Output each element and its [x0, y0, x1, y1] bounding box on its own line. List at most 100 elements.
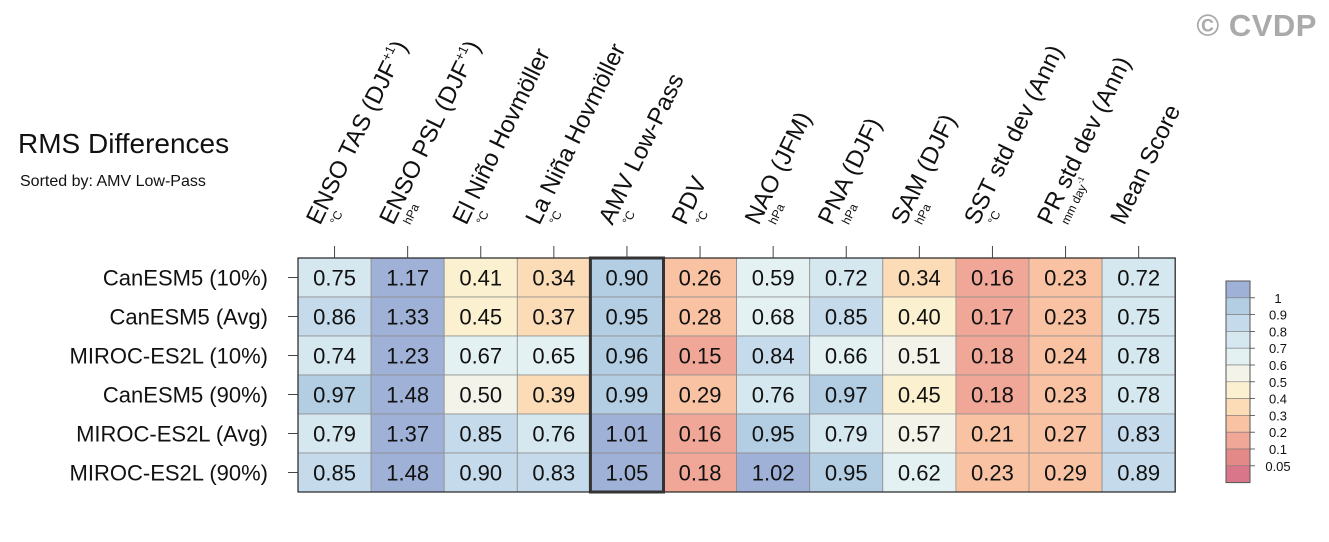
heatmap-cell [955, 335, 1030, 376]
cell-value-label: 0.95 [752, 422, 795, 447]
cell-value-label: 0.79 [313, 422, 356, 447]
column-unit-label: °C [327, 208, 346, 227]
colorbar-swatch [1225, 347, 1251, 366]
heatmap-cell [882, 335, 957, 376]
row-label: MIROC-ES2L (10%) [70, 344, 268, 369]
heatmap-cell [663, 452, 737, 493]
colorbar-tick-label: 1 [1274, 291, 1281, 306]
cell-value-label: 0.67 [459, 344, 502, 369]
colorbar-swatch [1225, 297, 1251, 315]
cell-value-label: 0.39 [532, 383, 575, 408]
cell-value-label: 1.23 [386, 344, 429, 369]
heatmap-cell [516, 452, 591, 493]
row-label: CanESM5 (10%) [103, 266, 268, 291]
colorbar-swatch [1225, 415, 1251, 433]
heatmap-cell [882, 452, 957, 493]
cell-value-label: 0.17 [971, 305, 1014, 330]
cell-value-label: 0.27 [1044, 422, 1087, 447]
chart-title: RMS Differences [18, 128, 230, 159]
cell-value-label: 0.95 [825, 461, 868, 486]
row-label: CanESM5 (90%) [103, 383, 268, 408]
colorbar-swatch [1225, 364, 1251, 383]
cell-value-label: 0.83 [1117, 422, 1160, 447]
cell-value-label: 0.89 [1117, 461, 1160, 486]
column-header-text: Mean Score [1105, 100, 1186, 228]
colorbar-tick-label: 0.8 [1269, 324, 1287, 339]
column-header-label: PDV°C [667, 172, 713, 228]
cell-value-label: 0.85 [459, 422, 502, 447]
cell-value-label: 0.16 [971, 266, 1014, 291]
cell-value-label: 0.78 [1117, 383, 1160, 408]
colorbar-swatch [1225, 465, 1251, 483]
heatmap-cell [1101, 335, 1176, 376]
cell-value-label: 0.21 [971, 422, 1014, 447]
colorbar-swatch [1225, 431, 1251, 450]
heatmap-cell [297, 413, 372, 454]
cell-value-label: 0.90 [606, 266, 649, 291]
cell-value-label: 0.83 [532, 461, 575, 486]
watermark-logo: © CVDP [1196, 8, 1317, 43]
heatmap-cell [443, 374, 518, 415]
colorbar-tick-label: 0.2 [1269, 425, 1287, 440]
cell-value-label: 0.97 [313, 383, 356, 408]
cell-value-label: 0.78 [1117, 344, 1160, 369]
colorbar-swatch [1225, 314, 1251, 332]
cell-value-label: 0.72 [1117, 266, 1160, 291]
colorbar-tick-label: 0.5 [1269, 375, 1287, 390]
colorbar-tick-label: 0.05 [1265, 459, 1290, 474]
heatmap-cell [663, 413, 737, 454]
heatmap-cell [663, 374, 737, 415]
cell-value-label: 0.86 [313, 305, 356, 330]
heatmap-cell [1028, 374, 1103, 415]
cell-value-label: 0.45 [898, 383, 941, 408]
colorbar-tick-label: 0.9 [1269, 308, 1287, 323]
heatmap-cell [370, 452, 445, 493]
heatmap-cell [663, 296, 737, 337]
heatmap-frame [297, 257, 1176, 493]
cell-value-label: 0.59 [752, 266, 795, 291]
cell-value-label: 0.23 [971, 461, 1014, 486]
cell-value-label: 0.15 [679, 344, 722, 369]
cell-value-label: 0.90 [459, 461, 502, 486]
cell-value-label: 0.76 [752, 383, 795, 408]
heatmap-cell [590, 413, 664, 454]
heatmap-cell [1028, 413, 1103, 454]
cell-value-label: 0.34 [898, 266, 941, 291]
cell-value-label: 0.66 [825, 344, 868, 369]
colorbar-swatch [1225, 280, 1251, 299]
column-unit-label: °C [693, 208, 712, 227]
heatmap-cell [297, 296, 372, 337]
cell-value-label: 1.33 [386, 305, 429, 330]
cell-value-label: 0.62 [898, 461, 941, 486]
cell-value-label: 0.95 [606, 305, 649, 330]
heatmap-cell [516, 413, 591, 454]
column-header-label: Mean Score [1105, 100, 1186, 228]
heatmap-cell [882, 296, 957, 337]
column-unit-label: °C [620, 208, 639, 227]
heatmap-cell [297, 335, 372, 376]
cell-value-label: 0.24 [1044, 344, 1087, 369]
heatmap-cell [736, 296, 811, 337]
colorbar-tick-label: 0.7 [1269, 341, 1287, 356]
cell-value-label: 0.72 [825, 266, 868, 291]
cell-value-label: 0.50 [459, 383, 502, 408]
cell-value-label: 0.85 [313, 461, 356, 486]
cell-value-label: 0.28 [679, 305, 722, 330]
cell-value-label: 0.34 [532, 266, 575, 291]
heatmap-cell [590, 296, 664, 337]
cell-value-label: 0.16 [679, 422, 722, 447]
cell-value-label: 0.18 [679, 461, 722, 486]
cell-value-label: 1.05 [606, 461, 649, 486]
heatmap-cell [1101, 413, 1176, 454]
colorbar-tick-label: 0.3 [1269, 408, 1287, 423]
colorbar-tick-label: 0.4 [1269, 392, 1287, 407]
cell-value-label: 0.65 [532, 344, 575, 369]
cell-value-label: 0.76 [532, 422, 575, 447]
heatmap-cell [1101, 257, 1176, 298]
cell-value-label: 1.17 [386, 266, 429, 291]
heatmap-cell [443, 335, 518, 376]
heatmap-cell [1028, 296, 1103, 337]
cell-value-label: 0.97 [825, 383, 868, 408]
